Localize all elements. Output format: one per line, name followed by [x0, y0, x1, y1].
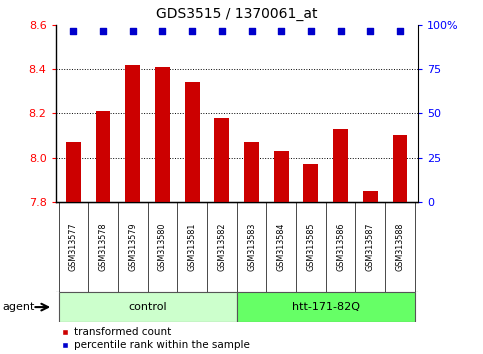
Bar: [96, 111, 111, 202]
Point: [99, 28, 107, 34]
Text: GSM313578: GSM313578: [99, 223, 108, 271]
Text: GSM313587: GSM313587: [366, 223, 375, 271]
Text: GSM313585: GSM313585: [306, 223, 315, 271]
Bar: [274, 151, 289, 202]
Bar: [303, 164, 318, 202]
Text: GSM313580: GSM313580: [158, 223, 167, 271]
Bar: [66, 142, 81, 202]
Bar: [244, 142, 259, 202]
Point: [70, 28, 77, 34]
Point: [277, 28, 285, 34]
Bar: [58, 292, 237, 322]
Bar: [155, 67, 170, 202]
Text: GSM313584: GSM313584: [277, 223, 286, 271]
Point: [188, 28, 196, 34]
Text: GSM313583: GSM313583: [247, 223, 256, 271]
Legend: transformed count, percentile rank within the sample: transformed count, percentile rank withi…: [61, 327, 250, 350]
Text: GSM313588: GSM313588: [396, 223, 404, 271]
Bar: [393, 136, 407, 202]
Text: GSM313582: GSM313582: [217, 223, 227, 271]
Text: control: control: [128, 302, 167, 312]
Point: [218, 28, 226, 34]
Point: [396, 28, 404, 34]
Text: agent: agent: [2, 302, 35, 312]
Point: [337, 28, 344, 34]
Bar: [363, 191, 378, 202]
Bar: [125, 64, 140, 202]
Point: [367, 28, 374, 34]
Text: GSM313581: GSM313581: [187, 223, 197, 271]
Text: GSM313586: GSM313586: [336, 223, 345, 271]
Text: GSM313577: GSM313577: [69, 223, 78, 271]
Bar: [333, 129, 348, 202]
Bar: [214, 118, 229, 202]
Point: [307, 28, 315, 34]
Text: htt-171-82Q: htt-171-82Q: [292, 302, 360, 312]
Bar: [185, 82, 199, 202]
Point: [129, 28, 137, 34]
Point: [248, 28, 256, 34]
Point: [158, 28, 166, 34]
Text: GSM313579: GSM313579: [128, 223, 137, 271]
Title: GDS3515 / 1370061_at: GDS3515 / 1370061_at: [156, 7, 317, 21]
Bar: [237, 292, 415, 322]
